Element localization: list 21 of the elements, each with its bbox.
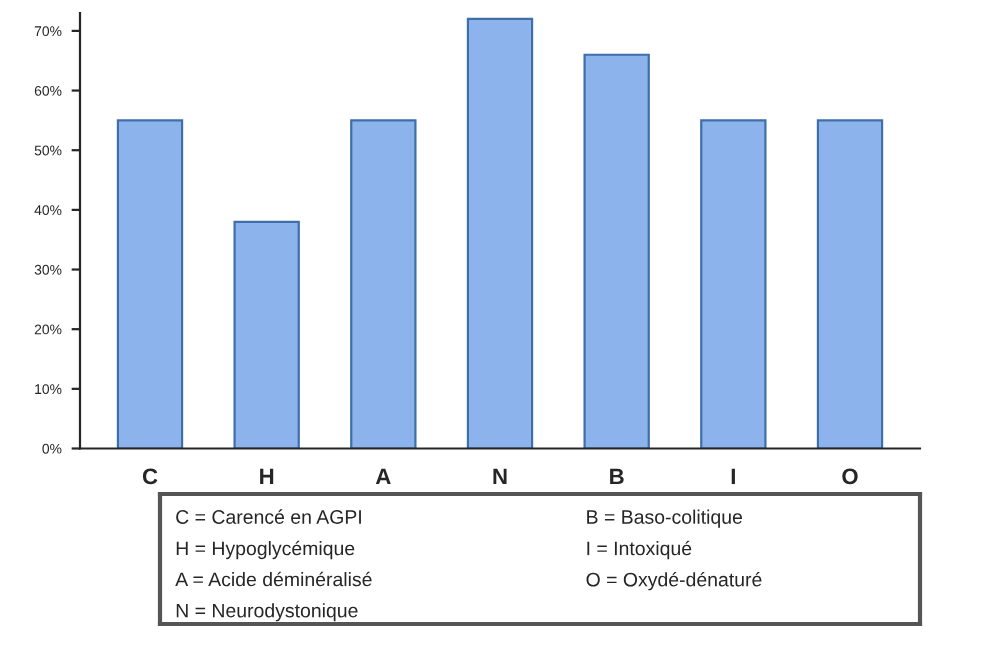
bar xyxy=(350,119,417,449)
bar xyxy=(583,53,650,449)
bar xyxy=(233,220,300,449)
x-tick-label: C xyxy=(142,468,158,485)
text: A = Acide déminéralisé xyxy=(175,571,372,587)
bar xyxy=(816,119,884,449)
text: H = Hypoglycémique xyxy=(176,540,355,560)
x-tick-label: H xyxy=(260,468,274,485)
x-tick-label: I xyxy=(731,468,735,485)
text: N = Neurodystonique xyxy=(176,603,358,622)
text: B = Baso-colitique xyxy=(587,509,742,528)
text: C = Carencé en AGPI xyxy=(176,509,361,524)
bar xyxy=(700,119,767,449)
bar xyxy=(116,119,184,449)
bar xyxy=(466,17,534,449)
text: I = Intoxiqué xyxy=(587,540,692,560)
x-tick-label: N xyxy=(493,468,507,485)
text: O = Oxydé-dénaturé xyxy=(586,572,762,591)
x-tick-label: B xyxy=(610,468,624,485)
x-tick-label: O xyxy=(842,468,858,485)
x-tick-label: A xyxy=(375,468,391,485)
